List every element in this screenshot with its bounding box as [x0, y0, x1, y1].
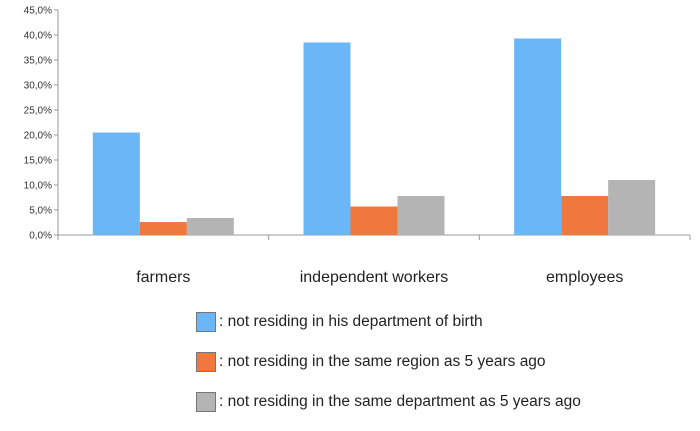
legend-item-0: : not residing in his department of birt…	[196, 311, 581, 333]
bar	[92, 132, 140, 235]
bar	[139, 222, 187, 235]
y-tick-label: 25,0%	[24, 106, 52, 117]
category-label: employees	[546, 269, 623, 286]
bar	[350, 206, 398, 235]
y-tick-label: 30,0%	[24, 81, 52, 92]
legend-label-1: : not residing in the same region as 5 y…	[219, 353, 546, 370]
y-tick-label: 20,0%	[24, 131, 52, 142]
legend-item-2: : not residing in the same department as…	[196, 391, 581, 413]
bar-chart: 0,0% 5,0% 10,0% 15,0% 20,0% 25,0% 30,0% 35,0% 40…	[24, 6, 691, 286]
y-tick-label: 40,0%	[24, 31, 52, 42]
y-tick-label: 0,0%	[29, 231, 52, 242]
legend-item-1: : not residing in the same region as 5 y…	[196, 351, 581, 373]
category-labels: farmers independent workers employees	[136, 269, 623, 286]
legend-swatch-2	[196, 392, 216, 412]
y-tick-labels: 0,0% 5,0% 10,0% 15,0% 20,0% 25,0% 30,0% 35,0% 40…	[24, 6, 52, 242]
y-tick-label: 10,0%	[24, 181, 52, 192]
bars	[92, 38, 656, 235]
y-tick-label: 5,0%	[29, 206, 52, 217]
legend-swatch-0	[196, 312, 216, 332]
bar	[608, 180, 656, 235]
y-tick-label: 35,0%	[24, 56, 52, 67]
bar	[397, 196, 445, 235]
category-label: farmers	[136, 269, 190, 286]
bar	[303, 42, 351, 235]
y-tick-label: 15,0%	[24, 156, 52, 167]
y-tick-label: 45,0%	[24, 6, 52, 17]
legend-swatch-1	[196, 352, 216, 372]
bar	[514, 38, 562, 235]
legend-label-2: : not residing in the same department as…	[219, 393, 581, 410]
legend: : not residing in his department of birt…	[196, 311, 581, 431]
legend-label-0: : not residing in his department of birt…	[219, 313, 483, 330]
bar	[561, 196, 609, 235]
category-label: independent workers	[300, 269, 449, 286]
bar	[186, 218, 234, 235]
